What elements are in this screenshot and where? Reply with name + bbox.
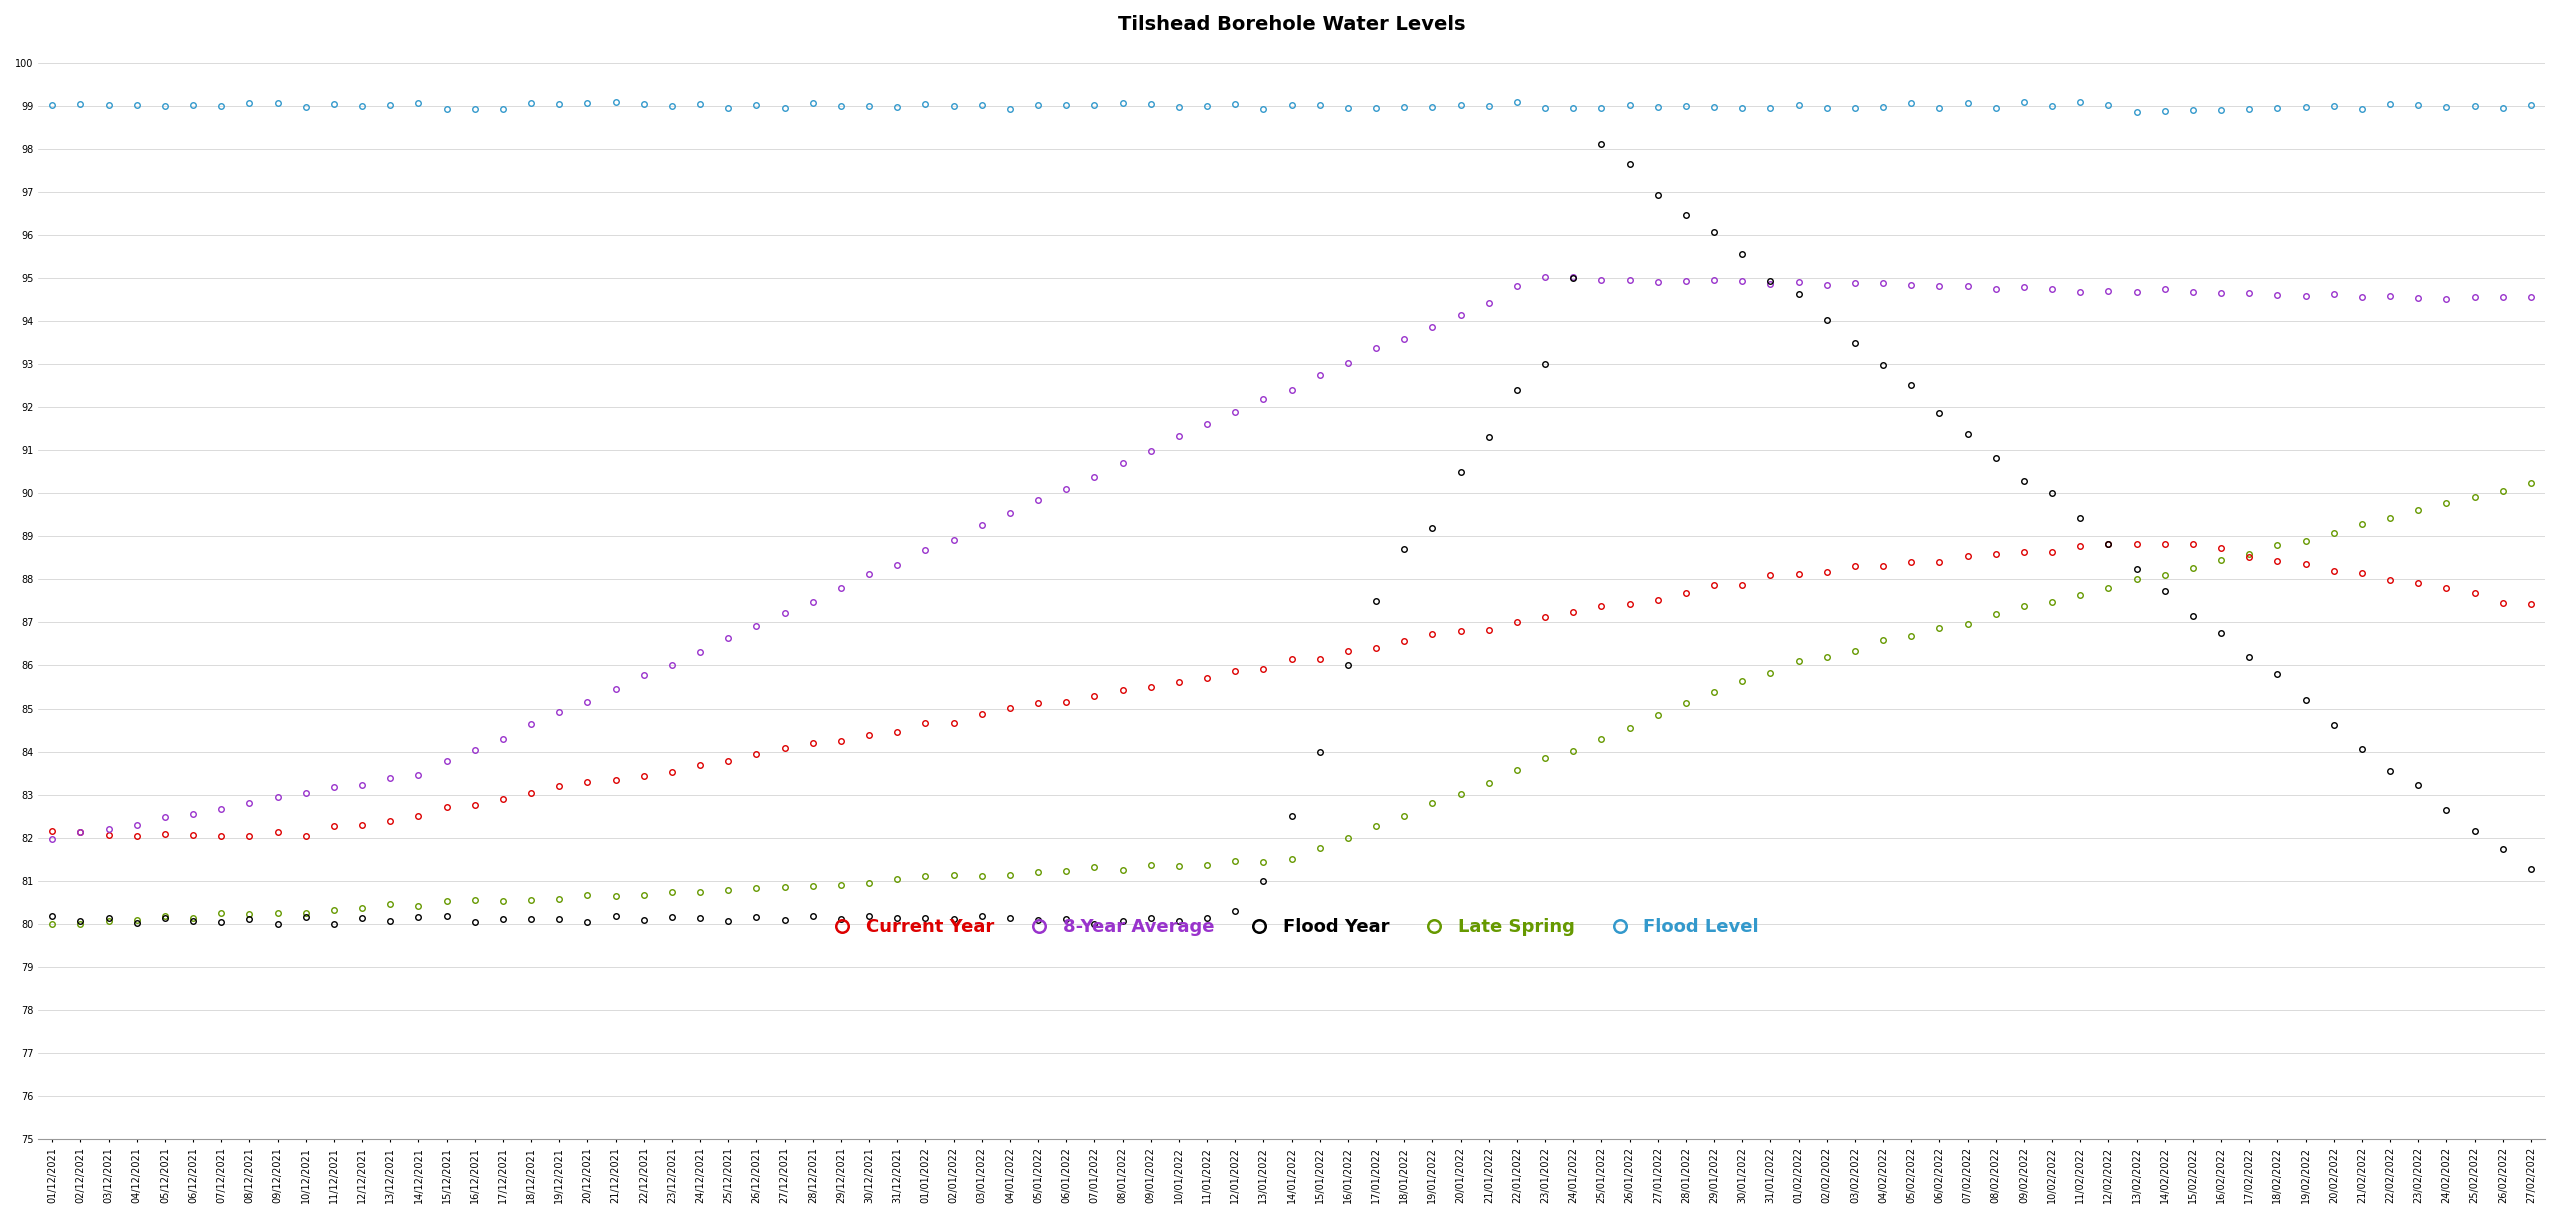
Legend: Current Year, 8-Year Average, Flood Year, Late Spring, Flood Level: Current Year, 8-Year Average, Flood Year… [817, 911, 1766, 944]
Title: Tilshead Borehole Water Levels: Tilshead Borehole Water Levels [1119, 15, 1464, 34]
